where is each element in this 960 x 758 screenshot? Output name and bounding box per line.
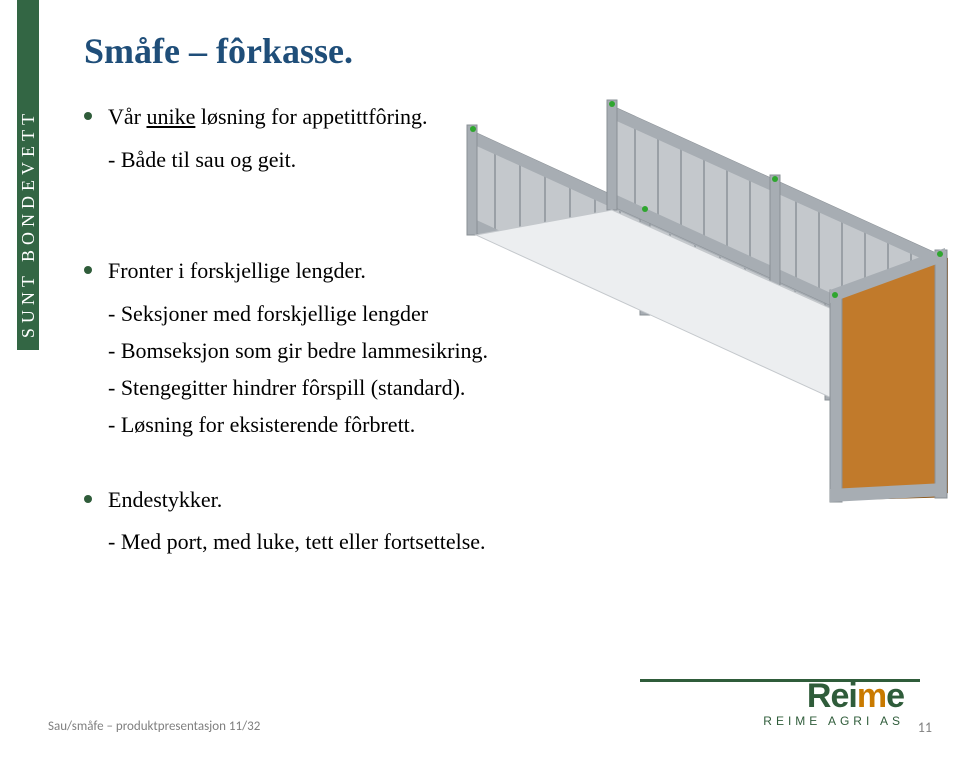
product-illustration xyxy=(440,85,950,505)
bullet-3-text: Endestykker. xyxy=(108,485,222,516)
sidebar-label: SUNT BONDEVETT xyxy=(18,109,39,338)
bullet-dot-icon xyxy=(84,112,92,120)
footer-left-text: Sau/småfe – produktpresentasjon 11/32 xyxy=(48,719,260,734)
bullet-1-text: Vår unike løsning for appetittfôring. xyxy=(108,102,428,133)
brand-part-1: Rei xyxy=(807,677,857,715)
page-title: Småfe – fôrkasse. xyxy=(84,30,904,72)
brand-wordmark: Reime xyxy=(763,681,904,712)
page-number: 11 xyxy=(918,719,932,736)
bullet-1-post: løsning for appetittfôring. xyxy=(195,104,427,129)
bullet-2-text: Fronter i forskjellige lengder. xyxy=(108,256,366,287)
bullet-1-pre: Vår xyxy=(108,104,146,129)
brand-accent: m xyxy=(857,677,886,715)
bullet-dot-icon xyxy=(84,266,92,274)
bullet-3-sub-1: - Med port, med luke, tett eller fortset… xyxy=(108,525,904,558)
brand-part-2: e xyxy=(886,677,904,715)
sidebar-text-container: SUNT BONDEVETT xyxy=(17,0,39,350)
brand-subline: REIME AGRI AS xyxy=(763,714,904,728)
bullet-1-sub-1: - Både til sau og geit. xyxy=(108,143,464,176)
bullet-1: Vår unike løsning for appetittfôring. xyxy=(84,102,464,133)
bullet-dot-icon xyxy=(84,495,92,503)
slide: SUNT BONDEVETT Småfe – fôrkasse. Vår uni… xyxy=(0,0,960,758)
bullet-1-underlined: unike xyxy=(146,104,195,129)
bullet-group-1: Vår unike løsning for appetittfôring. - … xyxy=(84,102,464,176)
brand-logo: Reime REIME AGRI AS xyxy=(763,681,904,728)
